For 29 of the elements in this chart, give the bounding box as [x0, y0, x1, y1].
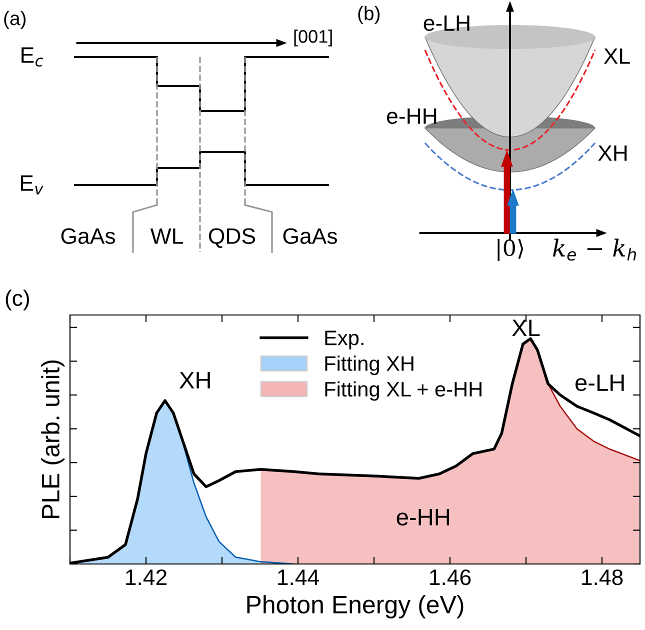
text: WL: [150, 228, 183, 244]
text: GaAs: [61, 228, 115, 244]
text: E$_{v}$: [20, 175, 44, 194]
annotation: e-HH: [396, 509, 450, 526]
text: k$_{e}$ − k$_{h}$: [552, 238, 636, 261]
annotation: e-LH: [576, 374, 624, 392]
chart-title: (c): [6, 290, 29, 310]
x-tick-label: 1.44: [278, 570, 319, 585]
text: (b): [358, 6, 380, 24]
x-tick-label: 1.46: [430, 569, 471, 586]
legend-label: Exp.: [325, 330, 364, 350]
x-axis-title: Photon Energy (eV): [247, 595, 464, 618]
text: [001]: [294, 30, 332, 46]
text: XL: [512, 320, 540, 336]
text: XH: [598, 145, 627, 161]
x-tick-label: 1.48: [582, 569, 623, 586]
text: E$_{c}$: [22, 47, 44, 67]
text: e-LH: [424, 15, 470, 31]
text: e-HH: [387, 108, 436, 124]
text: (a): [4, 10, 26, 30]
annotation: XH: [180, 372, 210, 388]
legend-label: Fitting XH: [325, 356, 414, 376]
legend-label: Fitting XL + e-HH: [325, 381, 482, 401]
text: QDS: [208, 228, 256, 248]
text: |0⟩: [498, 238, 524, 262]
text: GaAs: [283, 228, 337, 244]
text: XL: [604, 48, 630, 64]
y-axis-title: PLE (arb. unit): [41, 360, 64, 518]
x-tick-label: 1.42: [126, 569, 167, 585]
